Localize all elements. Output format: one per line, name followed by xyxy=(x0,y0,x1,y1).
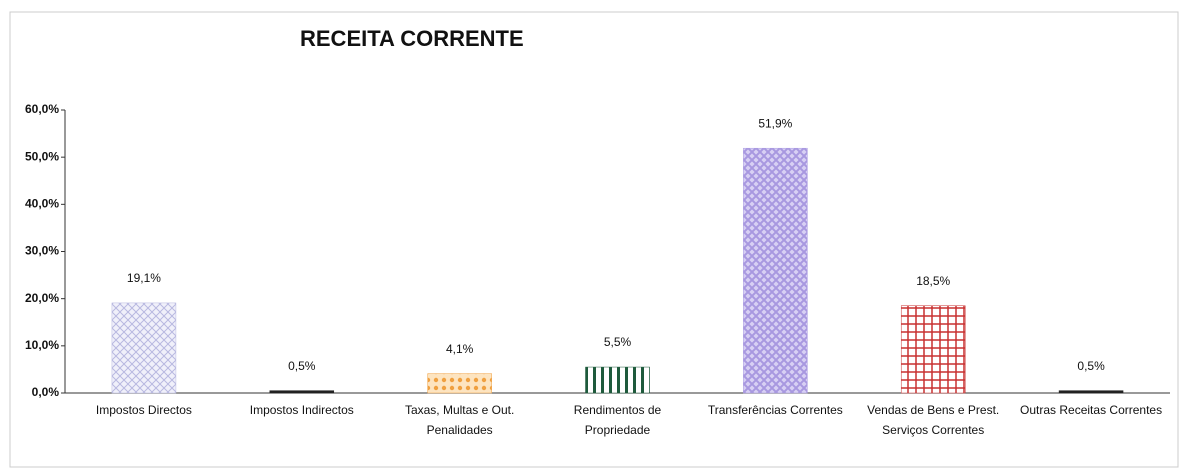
bar xyxy=(900,305,966,394)
value-label: 4,1% xyxy=(446,342,474,356)
y-tick-label: 0,0% xyxy=(32,385,60,399)
x-tick-label: Taxas, Multas e Out. Penalidades xyxy=(404,403,515,437)
frame xyxy=(9,11,1179,468)
y-tick-label: 30,0% xyxy=(25,244,59,258)
y-tick-label: 10,0% xyxy=(25,338,59,352)
value-label: 19,1% xyxy=(127,271,161,285)
bar xyxy=(427,373,492,394)
y-tick-label: 50,0% xyxy=(25,149,59,163)
bar xyxy=(1058,390,1124,394)
x-tick-label: Rendimentos de Propriedade xyxy=(573,403,662,437)
y-tick-label: 40,0% xyxy=(25,197,59,211)
x-tick-label: Impostos Indirectos xyxy=(249,403,354,417)
value-label: 51,9% xyxy=(758,116,792,130)
x-tick-label: Impostos Directos xyxy=(95,403,192,417)
x-tick-label: Transferências Correntes xyxy=(707,403,843,417)
bar xyxy=(743,147,808,394)
y-tick-label: 20,0% xyxy=(25,291,59,305)
x-tick-label: Vendas de Bens e Prest. Serviços Corrent… xyxy=(867,403,1000,437)
chart-title: RECEITA CORRENTE xyxy=(300,26,524,51)
bar xyxy=(269,390,335,394)
value-label: 5,5% xyxy=(604,335,632,349)
value-label: 0,5% xyxy=(1077,359,1105,373)
value-label: 0,5% xyxy=(288,359,316,373)
bar xyxy=(585,366,650,394)
x-tick-label: Outras Receitas Correntes xyxy=(1020,403,1163,417)
bar xyxy=(111,302,177,394)
y-tick-label: 60,0% xyxy=(25,102,59,116)
value-label: 18,5% xyxy=(916,274,950,288)
